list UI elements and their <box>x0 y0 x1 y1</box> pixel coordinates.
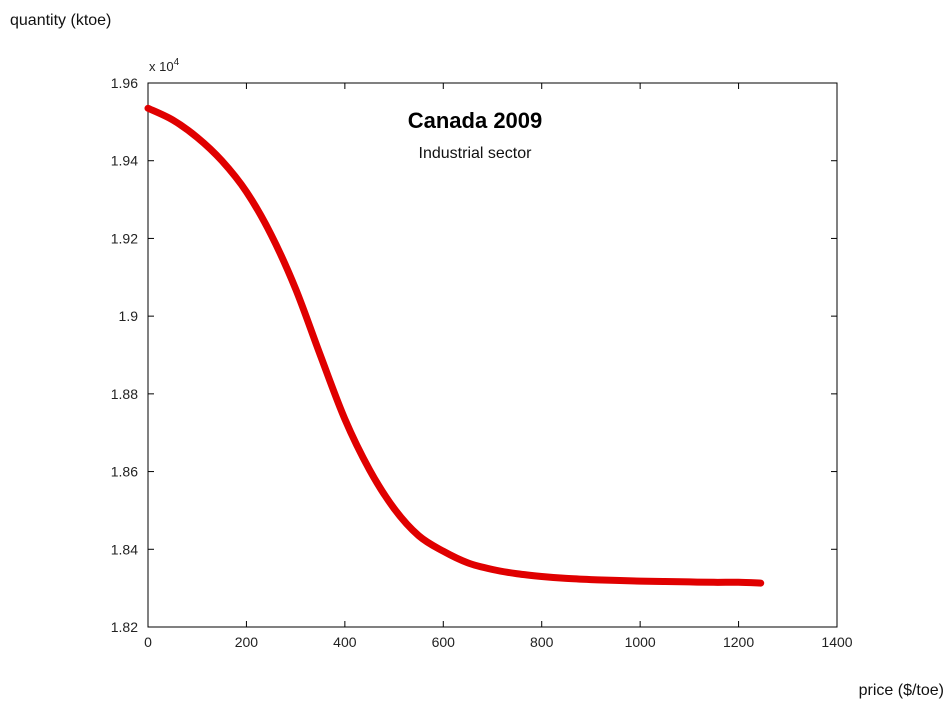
y-tick-label: 1.84 <box>111 541 138 557</box>
y-multiplier-base: x 10 <box>149 59 174 74</box>
y-axis: 1.82 1.84 1.86 1.88 1.9 1.92 1.94 1.96 <box>111 75 837 635</box>
x-tick-label: 1200 <box>723 634 754 650</box>
y-tick-label: 1.96 <box>111 75 138 91</box>
y-tick-label: 1.82 <box>111 619 138 635</box>
y-tick-label: 1.94 <box>111 153 138 169</box>
x-tick-label: 400 <box>333 634 357 650</box>
y-tick-label: 1.92 <box>111 230 138 246</box>
x-tick-label: 800 <box>530 634 554 650</box>
x-tick-label: 200 <box>235 634 259 650</box>
x-tick-label: 600 <box>432 634 456 650</box>
y-tick-label: 1.86 <box>111 464 138 480</box>
y-multiplier: x 104 <box>149 57 180 74</box>
y-tick-label: 1.88 <box>111 386 138 402</box>
series-layer <box>144 104 765 587</box>
series-line <box>144 104 765 587</box>
y-tick-label: 1.9 <box>119 308 139 324</box>
x-tick-label: 1000 <box>625 634 656 650</box>
chart-title: Canada 2009 <box>408 108 543 133</box>
y-multiplier-exponent: 4 <box>174 57 180 68</box>
x-axis: 0 200 400 600 800 1000 1200 1400 <box>144 83 853 650</box>
y-axis-label: quantity (ktoe) <box>10 12 111 29</box>
x-tick-label: 0 <box>144 634 152 650</box>
chart-subtitle: Industrial sector <box>419 145 533 162</box>
x-axis-label: price ($/toe) <box>859 682 944 699</box>
x-tick-label: 1400 <box>821 634 852 650</box>
plot-area <box>147 82 838 628</box>
